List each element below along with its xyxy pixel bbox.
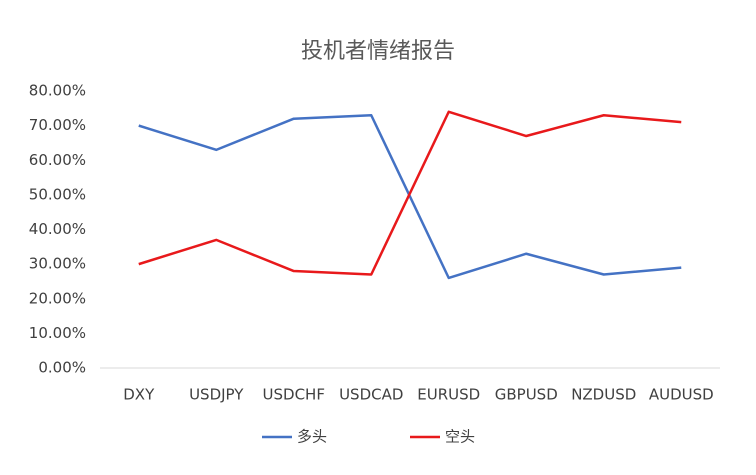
y-tick-label: 20.00% xyxy=(29,289,86,307)
x-tick-label: DXY xyxy=(123,386,155,404)
series-line xyxy=(138,110,682,276)
y-tick-label: 30.00% xyxy=(29,255,86,273)
series-line xyxy=(138,113,682,280)
x-tick-label: USDJPY xyxy=(189,386,244,404)
y-tick-label: 50.00% xyxy=(29,185,86,203)
y-tick-label: 10.00% xyxy=(29,324,86,342)
y-tick-label: 80.00% xyxy=(29,82,86,100)
x-tick-label: USDCHF xyxy=(263,386,325,404)
y-tick-label: 70.00% xyxy=(29,116,86,134)
legend-label: 多头 xyxy=(297,428,327,446)
x-tick-label: USDCAD xyxy=(339,386,403,404)
x-tick-label: GBPUSD xyxy=(495,386,558,404)
y-tick-label: 60.00% xyxy=(29,151,86,169)
y-tick-label: 40.00% xyxy=(29,220,86,238)
y-tick-label: 0.00% xyxy=(38,359,86,377)
x-tick-label: EURUSD xyxy=(417,386,480,404)
chart-title: 投机者情绪报告 xyxy=(301,39,455,64)
x-tick-label: AUDUSD xyxy=(649,386,714,404)
x-tick-label: NZDUSD xyxy=(571,386,636,404)
legend-label: 空头 xyxy=(445,428,475,446)
